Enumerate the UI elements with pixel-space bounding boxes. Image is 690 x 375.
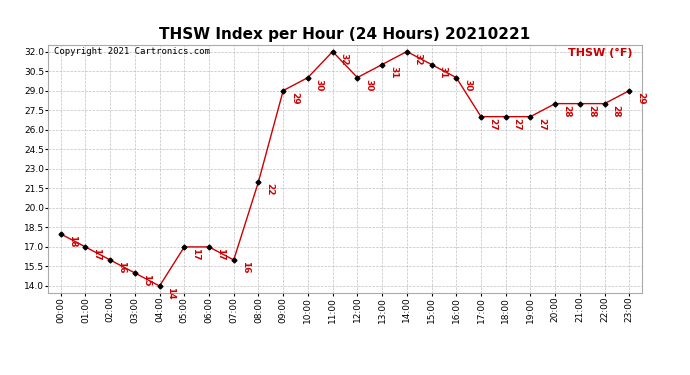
Text: 28: 28 (586, 105, 596, 117)
Text: 30: 30 (315, 79, 324, 92)
Text: 14: 14 (166, 287, 175, 300)
Text: 31: 31 (438, 66, 448, 78)
Text: Copyright 2021 Cartronics.com: Copyright 2021 Cartronics.com (55, 48, 210, 57)
Text: 30: 30 (364, 79, 373, 92)
Text: 31: 31 (389, 66, 398, 78)
Text: 15: 15 (141, 274, 151, 287)
Text: 16: 16 (241, 261, 250, 274)
Text: 28: 28 (562, 105, 571, 117)
Text: 17: 17 (92, 248, 101, 261)
Text: 27: 27 (538, 118, 546, 130)
Text: 17: 17 (191, 248, 200, 261)
Text: 17: 17 (216, 248, 225, 261)
Text: 32: 32 (339, 53, 348, 65)
Text: 29: 29 (290, 92, 299, 105)
Text: THSW (°F): THSW (°F) (569, 48, 633, 57)
Text: 16: 16 (117, 261, 126, 274)
Text: 27: 27 (488, 118, 497, 130)
Text: 22: 22 (266, 183, 275, 196)
Text: 18: 18 (68, 235, 77, 248)
Text: 27: 27 (513, 118, 522, 130)
Text: 30: 30 (463, 79, 472, 92)
Text: 28: 28 (611, 105, 620, 117)
Text: 32: 32 (414, 53, 423, 65)
Text: 29: 29 (636, 92, 645, 105)
Title: THSW Index per Hour (24 Hours) 20210221: THSW Index per Hour (24 Hours) 20210221 (159, 27, 531, 42)
